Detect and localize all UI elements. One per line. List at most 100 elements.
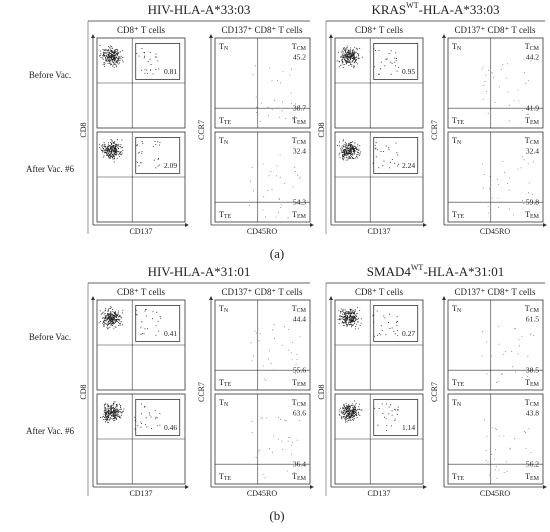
quadrant-label: TTE <box>452 472 465 483</box>
x-axis-label: CD137 <box>129 489 152 498</box>
gate <box>135 304 181 342</box>
tem-value: 59.8 <box>526 198 539 207</box>
quadrant-letter: T <box>292 210 297 219</box>
quadrant-letter: T <box>292 398 297 407</box>
quadrant-letter: T <box>219 398 224 407</box>
tem-value: 55.6 <box>293 366 306 375</box>
tcm-value: 44.4 <box>293 315 306 324</box>
axis-arrow <box>423 223 427 227</box>
gate <box>373 398 419 436</box>
axis-arrow <box>329 34 333 38</box>
quadrant-letter: T <box>292 136 297 145</box>
quadrant-label: TN <box>452 136 462 147</box>
quadrant-subscript: CM <box>297 46 307 52</box>
tcm-value: 45.2 <box>293 53 306 62</box>
quadrant-subscript: TE <box>224 120 232 126</box>
tcm-value: 43.8 <box>526 409 539 418</box>
quadrant-subscript: EM <box>297 214 307 220</box>
quadrant-letter: T <box>525 304 530 313</box>
title-text: KRAS <box>371 2 406 17</box>
title-superscript: WT <box>406 1 419 10</box>
quadrant-subscript: CM <box>297 140 307 146</box>
quadrant-letter: T <box>452 472 457 481</box>
quadrant-letter: T <box>452 136 457 145</box>
row-label: Before Vac. <box>29 332 71 342</box>
quadrant-subscript: N <box>224 308 229 314</box>
quadrant-label: TTE <box>219 378 232 389</box>
row-label: After Vac. #6 <box>26 164 75 174</box>
quadrant-subscript: CM <box>530 46 540 52</box>
axis-arrow <box>91 296 95 300</box>
axis-arrow <box>543 485 547 489</box>
quadrant-letter: T <box>452 398 457 407</box>
quadrant-label: TEM <box>525 210 540 221</box>
quadrant-subscript: EM <box>297 476 307 482</box>
title-text: HIV-HLA-A*33:03 <box>148 2 251 17</box>
quadrant-subscript: TE <box>224 476 232 482</box>
axis-arrow <box>185 485 189 489</box>
x-axis-label: CD45RO <box>480 227 510 236</box>
quadrant-letter: T <box>525 42 530 51</box>
plot-frame <box>447 393 544 485</box>
plot-frame <box>447 299 544 391</box>
event-dots <box>100 401 161 430</box>
y-axis-label: CD8 <box>317 384 326 399</box>
quadrant-label: TN <box>452 42 462 53</box>
quadrant-letter: T <box>219 472 224 481</box>
quadrant-subscript: TE <box>457 214 465 220</box>
quadrant-subscript: N <box>457 402 462 408</box>
column-header: CD8⁺ T cells <box>117 287 165 297</box>
quadrant-subscript: EM <box>530 120 540 126</box>
tem-value: 56.2 <box>526 460 539 469</box>
quadrant-subscript: TE <box>224 214 232 220</box>
quadrant-letter: T <box>452 116 457 125</box>
quadrant-label: TCM <box>292 304 307 315</box>
quadrant-letter: T <box>219 136 224 145</box>
x-axis-label: CD45RO <box>247 489 277 498</box>
column-header: CD137⁺ CD8⁺ T cells <box>455 287 536 297</box>
quadrant-label: TCM <box>292 42 307 53</box>
quadrant-letter: T <box>292 472 297 481</box>
quadrant-subscript: CM <box>530 402 540 408</box>
plot-frame <box>447 37 544 129</box>
quadrant-subscript: TE <box>457 476 465 482</box>
quadrant-label: TCM <box>292 398 307 409</box>
quadrant-letter: T <box>525 472 530 481</box>
x-axis-label: CD137 <box>367 227 390 236</box>
quadrant-subscript: EM <box>530 382 540 388</box>
quadrant-label: TN <box>452 398 462 409</box>
tcm-value: 63.6 <box>293 409 306 418</box>
title-text: HIV-HLA-A*31:01 <box>148 264 251 279</box>
event-dots <box>99 45 160 75</box>
column-header: CD137⁺ CD8⁺ T cells <box>222 287 303 297</box>
axis-arrow <box>423 485 427 489</box>
plot-frame <box>447 131 544 223</box>
axis-arrow <box>185 223 189 227</box>
quadrant-label: TEM <box>525 116 540 127</box>
quadrant-letter: T <box>525 398 530 407</box>
quadrant-label: TN <box>452 304 462 315</box>
quadrant-label: TEM <box>292 210 307 221</box>
quadrant-subscript: N <box>457 140 462 146</box>
quadrant-letter: T <box>452 42 457 51</box>
plot-frame <box>214 37 311 129</box>
gate-value: 0.27 <box>402 329 415 338</box>
event-dots <box>249 154 301 219</box>
y-axis-label: CD8 <box>79 384 88 399</box>
x-axis-label: CD137 <box>129 227 152 236</box>
axis-arrow <box>329 296 333 300</box>
tcm-value: 61.5 <box>526 315 539 324</box>
gate-value: 1.14 <box>402 423 415 432</box>
title-superscript: WT <box>411 263 424 272</box>
quadrant-label: TCM <box>292 136 307 147</box>
axis-arrow <box>310 485 314 489</box>
axis-arrow <box>543 223 547 227</box>
quadrant-subscript: TE <box>457 382 465 388</box>
y-axis-label: CD8 <box>317 122 326 137</box>
group-title: HIV-HLA-A*31:01 <box>148 264 251 279</box>
quadrant-subscript: TE <box>224 382 232 388</box>
gate-value: 0.81 <box>164 67 177 76</box>
quadrant-label: TN <box>219 42 229 53</box>
gate-value: 2.24 <box>402 161 415 170</box>
title-text: -HLA-A*33:03 <box>419 2 500 17</box>
